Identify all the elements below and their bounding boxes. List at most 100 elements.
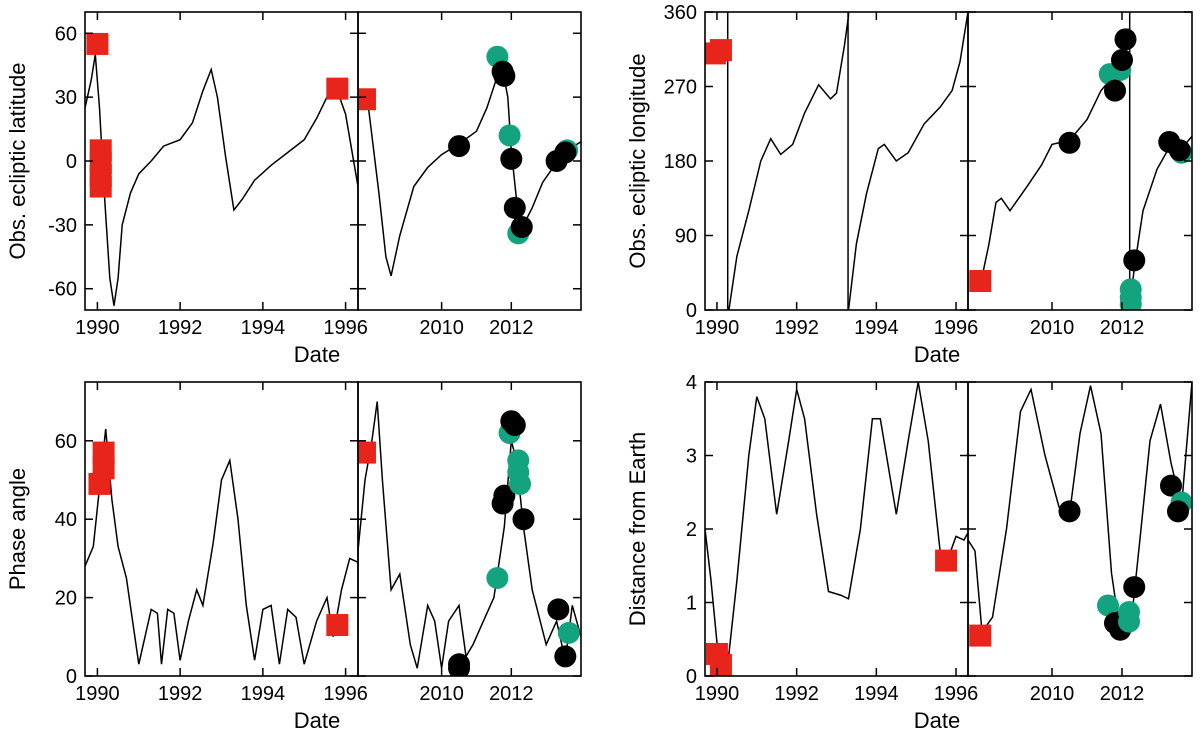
point-black-circle [493, 484, 516, 507]
point-black-circle [503, 196, 526, 219]
x-tick-label: 1992 [774, 683, 819, 705]
point-red-square [92, 441, 115, 464]
x-tick-label: 1996 [323, 317, 368, 339]
right-x-ticks: 2010 2012 [1030, 12, 1145, 339]
left-x-ticks: 1990 1992 1994 1996 [695, 382, 979, 705]
x-tick-label: 2012 [1100, 683, 1145, 705]
y-tick-label: 30 [55, 87, 77, 109]
left-frame [84, 11, 359, 311]
point-black-circle [1168, 139, 1191, 162]
point-green-circle [1097, 594, 1119, 617]
x-tick-label: 1992 [158, 317, 203, 339]
point-red-square [969, 270, 992, 293]
point-red-square [86, 32, 109, 55]
x-axis-label: Date [294, 708, 340, 733]
y-axis-label: Phase angle [5, 468, 30, 590]
x-axis-label: Date [914, 342, 960, 367]
orbit-curve [85, 54, 358, 306]
right-panel [358, 401, 581, 676]
y-tick-label: -60 [48, 279, 77, 301]
right-frame [967, 381, 1193, 677]
orbit-curve [705, 382, 968, 672]
y-ticks: 0 90 180 270 360 [664, 2, 1192, 322]
x-tick-label: 1990 [75, 317, 120, 339]
x-tick-label: 1996 [934, 683, 979, 705]
y-tick-label: 0 [686, 666, 697, 688]
point-black-circle [1123, 576, 1146, 599]
left-x-ticks: 1990 1992 1994 1996 [75, 12, 368, 339]
point-green-circle [509, 472, 532, 495]
left-frame [704, 381, 969, 677]
y-axis-label: Obs. ecliptic latitude [5, 63, 30, 260]
x-tick-label: 2010 [419, 317, 464, 339]
left-frame [704, 11, 969, 311]
point-red-square [969, 624, 992, 647]
point-green-circle [557, 621, 580, 644]
orbit-curve [979, 28, 1192, 306]
right-x-ticks: 2010 2012 [1030, 382, 1145, 705]
left-x-ticks: 1990 1992 1994 1996 [695, 12, 979, 339]
right-panel [358, 45, 581, 277]
right-x-ticks: 2010 2012 [419, 382, 534, 705]
y-tick-label: 1 [686, 593, 697, 615]
x-tick-label: 1994 [241, 317, 286, 339]
x-tick-label: 1994 [854, 317, 899, 339]
point-red-square [358, 441, 376, 464]
left-x-ticks: 1990 1992 1994 1996 [75, 382, 368, 705]
left-panel [85, 32, 358, 306]
x-tick-label: 1994 [854, 683, 899, 705]
right-x-ticks: 2010 2012 [419, 12, 534, 339]
point-red-square [326, 77, 349, 100]
orbit-curve [358, 401, 581, 669]
x-tick-label: 1996 [934, 317, 979, 339]
point-black-circle [510, 215, 533, 238]
x-axis-label: Date [914, 708, 960, 733]
point-red-square [709, 653, 732, 676]
y-tick-label: 20 [55, 588, 77, 610]
point-black-circle [1111, 49, 1133, 72]
y-axis-label: Distance from Earth [625, 432, 650, 626]
left-frame [84, 381, 359, 677]
x-axis-label: Date [294, 342, 340, 367]
right-frame [967, 11, 1193, 311]
point-black-circle [1114, 28, 1137, 51]
y-tick-label: 4 [686, 372, 697, 394]
y-tick-label: 40 [55, 509, 77, 531]
y-tick-label: 0 [66, 151, 77, 173]
point-green-circle [486, 567, 509, 589]
point-black-circle [1058, 500, 1081, 523]
x-tick-label: 2010 [1030, 683, 1075, 705]
orbit-curve [358, 67, 581, 277]
x-tick-label: 2010 [1030, 317, 1075, 339]
x-tick-label: 1990 [695, 317, 740, 339]
y-tick-label: 0 [66, 666, 77, 688]
point-black-circle [1104, 79, 1126, 102]
point-black-circle [554, 645, 577, 668]
point-black-circle [1160, 474, 1182, 497]
x-tick-label: 1992 [158, 683, 203, 705]
y-tick-label: 90 [675, 226, 697, 248]
y-tick-label: 180 [664, 151, 697, 173]
point-red-square [89, 175, 112, 198]
x-tick-label: 2010 [419, 683, 464, 705]
point-black-circle [500, 147, 523, 170]
point-red-square [326, 614, 349, 637]
x-tick-label: 1994 [241, 683, 286, 705]
orbit-curve [728, 12, 968, 310]
chart-latitude: 1990 1992 1994 1996 2010 2012 -60 -30 0 30 60 Date O… [5, 11, 582, 367]
left-panel [705, 12, 968, 310]
chart-distance: 1990 1992 1994 1996 2010 201201234DateDistanc… [625, 372, 1193, 733]
point-red-square [358, 88, 376, 111]
left-panel [705, 382, 968, 676]
y-tick-label: 360 [664, 2, 697, 24]
chart-longitude: 1990 1992 1994 1996 2010 2012 0 90 180 270 360 Date… [625, 2, 1193, 367]
right-panel [969, 12, 1192, 310]
point-black-circle [1058, 131, 1081, 154]
point-black-circle [1167, 500, 1189, 523]
point-black-circle [547, 598, 570, 621]
point-green-circle [1119, 293, 1142, 310]
x-tick-label: 2012 [489, 317, 534, 339]
x-tick-label: 2012 [1100, 317, 1145, 339]
y-tick-label: 3 [686, 446, 697, 468]
point-red-square [709, 39, 732, 62]
